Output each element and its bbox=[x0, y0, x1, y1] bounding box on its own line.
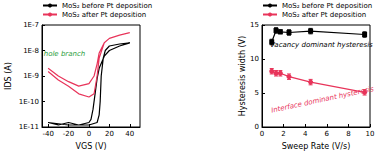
svg-text:-20: -20 bbox=[63, 130, 74, 138]
svg-text:10: 10 bbox=[366, 130, 375, 138]
svg-text:1E-7: 1E-7 bbox=[23, 21, 39, 29]
svg-text:1E-9: 1E-9 bbox=[23, 72, 39, 80]
svg-text:Hysteresis width (V): Hysteresis width (V) bbox=[238, 36, 247, 116]
svg-text:0: 0 bbox=[87, 130, 91, 138]
svg-text:1E-10: 1E-10 bbox=[19, 98, 39, 106]
svg-text:4: 4 bbox=[303, 130, 308, 138]
svg-text:IDS (A): IDS (A) bbox=[4, 62, 13, 90]
svg-text:8: 8 bbox=[346, 130, 350, 138]
svg-text:10: 10 bbox=[250, 55, 259, 63]
svg-text:2: 2 bbox=[281, 130, 285, 138]
svg-text:VGS (V): VGS (V) bbox=[75, 142, 106, 151]
svg-text:0: 0 bbox=[255, 123, 259, 131]
svg-text:MoS₂ before Pt deposition: MoS₂ before Pt deposition bbox=[282, 2, 372, 10]
svg-text:0: 0 bbox=[260, 130, 264, 138]
svg-text:15: 15 bbox=[250, 21, 259, 29]
svg-text:Interface dominant hysteresis: Interface dominant hysteresis bbox=[270, 85, 374, 115]
svg-text:MoS₂ before Pt deposition: MoS₂ before Pt deposition bbox=[62, 2, 152, 10]
svg-text:Sweep Rate (V/s): Sweep Rate (V/s) bbox=[282, 142, 351, 151]
svg-text:1E-11: 1E-11 bbox=[19, 123, 39, 131]
svg-text:20: 20 bbox=[105, 130, 114, 138]
svg-text:hole branch: hole branch bbox=[44, 50, 86, 58]
svg-text:6: 6 bbox=[325, 130, 330, 138]
svg-text:MoS₂ after Pt deposition: MoS₂ after Pt deposition bbox=[62, 11, 146, 19]
svg-text:MoS₂ after Pt deposition: MoS₂ after Pt deposition bbox=[282, 11, 366, 19]
svg-text:Vacancy dominant hysteresis: Vacancy dominant hysteresis bbox=[270, 41, 373, 49]
svg-text:40: 40 bbox=[125, 130, 134, 138]
svg-text:5: 5 bbox=[255, 89, 259, 97]
svg-text:1E-8: 1E-8 bbox=[23, 47, 39, 55]
svg-text:-40: -40 bbox=[42, 130, 53, 138]
